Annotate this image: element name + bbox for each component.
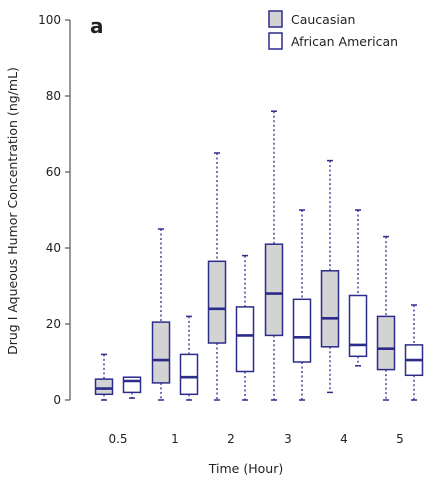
box-caucasian-2 (207, 152, 227, 401)
panel-label: a (90, 14, 104, 38)
box-african-american-4 (348, 209, 368, 367)
y-tick-label: 100 (38, 13, 61, 27)
y-tick-label: 40 (46, 241, 61, 255)
iqr-box (151, 321, 171, 384)
x-tick-label: 2 (227, 432, 235, 446)
x-tick-label: 0.5 (108, 432, 127, 446)
x-tick-label: 5 (396, 432, 404, 446)
iqr-box (207, 260, 227, 344)
iqr-box (264, 243, 284, 337)
x-tick-label: 1 (171, 432, 179, 446)
box-african-american-2 (235, 254, 255, 401)
box-african-american-3 (292, 209, 312, 401)
legend-swatch-african-american (268, 32, 283, 50)
iqr-box (348, 294, 368, 358)
x-axis-title: Time (Hour) (208, 461, 283, 476)
iqr-box (320, 270, 340, 348)
iqr-box (179, 353, 199, 396)
y-tick-label: 80 (46, 89, 61, 103)
y-tick-label: 20 (46, 317, 61, 331)
legend-label-caucasian: Caucasian (291, 12, 355, 27)
box-caucasian-0 (94, 353, 114, 401)
legend-swatch-caucasian (268, 10, 283, 28)
iqr-box (376, 315, 396, 371)
box-caucasian-4 (320, 159, 340, 394)
box-african-american-0 (122, 376, 142, 399)
box-layer (94, 110, 424, 401)
iqr-box (292, 298, 312, 363)
legend-label-african-american: African American (291, 34, 398, 49)
y-axis-title: Drug I Aqueous Humor Concentration (ng/m… (5, 67, 20, 355)
box-caucasian-1 (151, 228, 171, 401)
y-tick-label: 60 (46, 165, 61, 179)
iqr-box (235, 306, 255, 373)
axis-layer: 0 20 40 60 80 100 0.5 1 2 3 4 5 (38, 13, 404, 446)
box-caucasian-3 (264, 110, 284, 401)
x-tick-label: 3 (284, 432, 292, 446)
x-tick-label: 4 (340, 432, 348, 446)
iqr-box (94, 378, 114, 396)
iqr-box (122, 376, 142, 394)
box-african-american-5 (404, 304, 424, 401)
y-tick-label: 0 (53, 393, 61, 407)
box-african-american-1 (179, 315, 199, 401)
legend: Caucasian African American (268, 10, 398, 50)
box-caucasian-5 (376, 235, 396, 401)
